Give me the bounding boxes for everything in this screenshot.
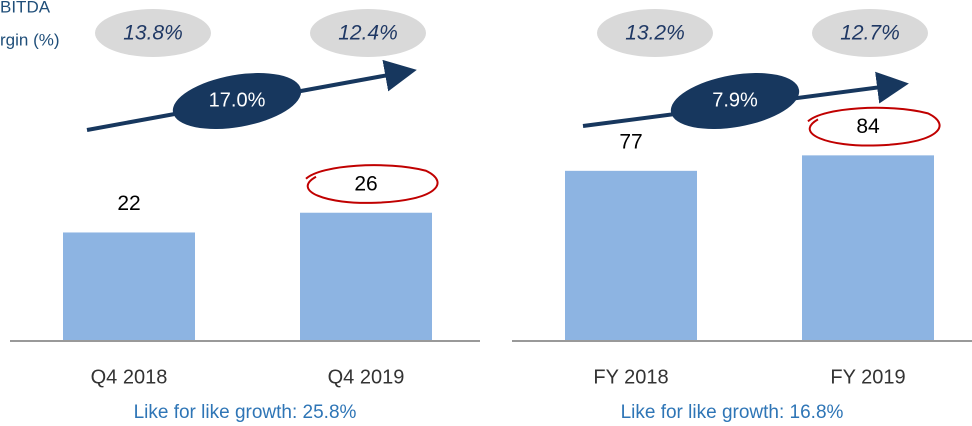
note: Like for like growth: 16.8% <box>621 402 844 423</box>
bar <box>565 170 697 341</box>
margin-bubble <box>597 9 713 57</box>
margin-label: 13.8% <box>123 22 183 45</box>
bar <box>63 232 195 341</box>
bar <box>802 155 934 341</box>
x-tick-label: FY 2018 <box>593 366 668 388</box>
margin-label: 13.2% <box>625 22 685 45</box>
margin-bubble <box>95 9 211 57</box>
x-tick-label: FY 2019 <box>830 366 905 388</box>
x-tick-label: Q4 2019 <box>328 366 405 388</box>
growth-label: 17.0% <box>209 89 266 111</box>
value-label: 26 <box>354 172 377 195</box>
margin-bubble <box>310 9 426 57</box>
bar <box>300 212 432 341</box>
note: Like for like growth: 25.8% <box>134 402 357 423</box>
growth-label: 7.9% <box>712 89 758 111</box>
value-label: 22 <box>117 192 140 215</box>
growth-bubble <box>670 73 800 129</box>
value-label: 77 <box>619 130 642 153</box>
value-label: 84 <box>856 115 880 138</box>
margin-label: 12.4% <box>338 22 398 45</box>
highlight-loop <box>305 164 439 204</box>
x-tick-label: Q4 2018 <box>91 366 168 388</box>
margin-bubble <box>812 9 928 57</box>
side-label: rgin (%) <box>0 30 60 49</box>
growth-bubble <box>172 73 302 129</box>
margin-label: 12.7% <box>840 22 900 45</box>
side-label: BITDA <box>0 0 51 16</box>
highlight-loop <box>807 106 941 147</box>
